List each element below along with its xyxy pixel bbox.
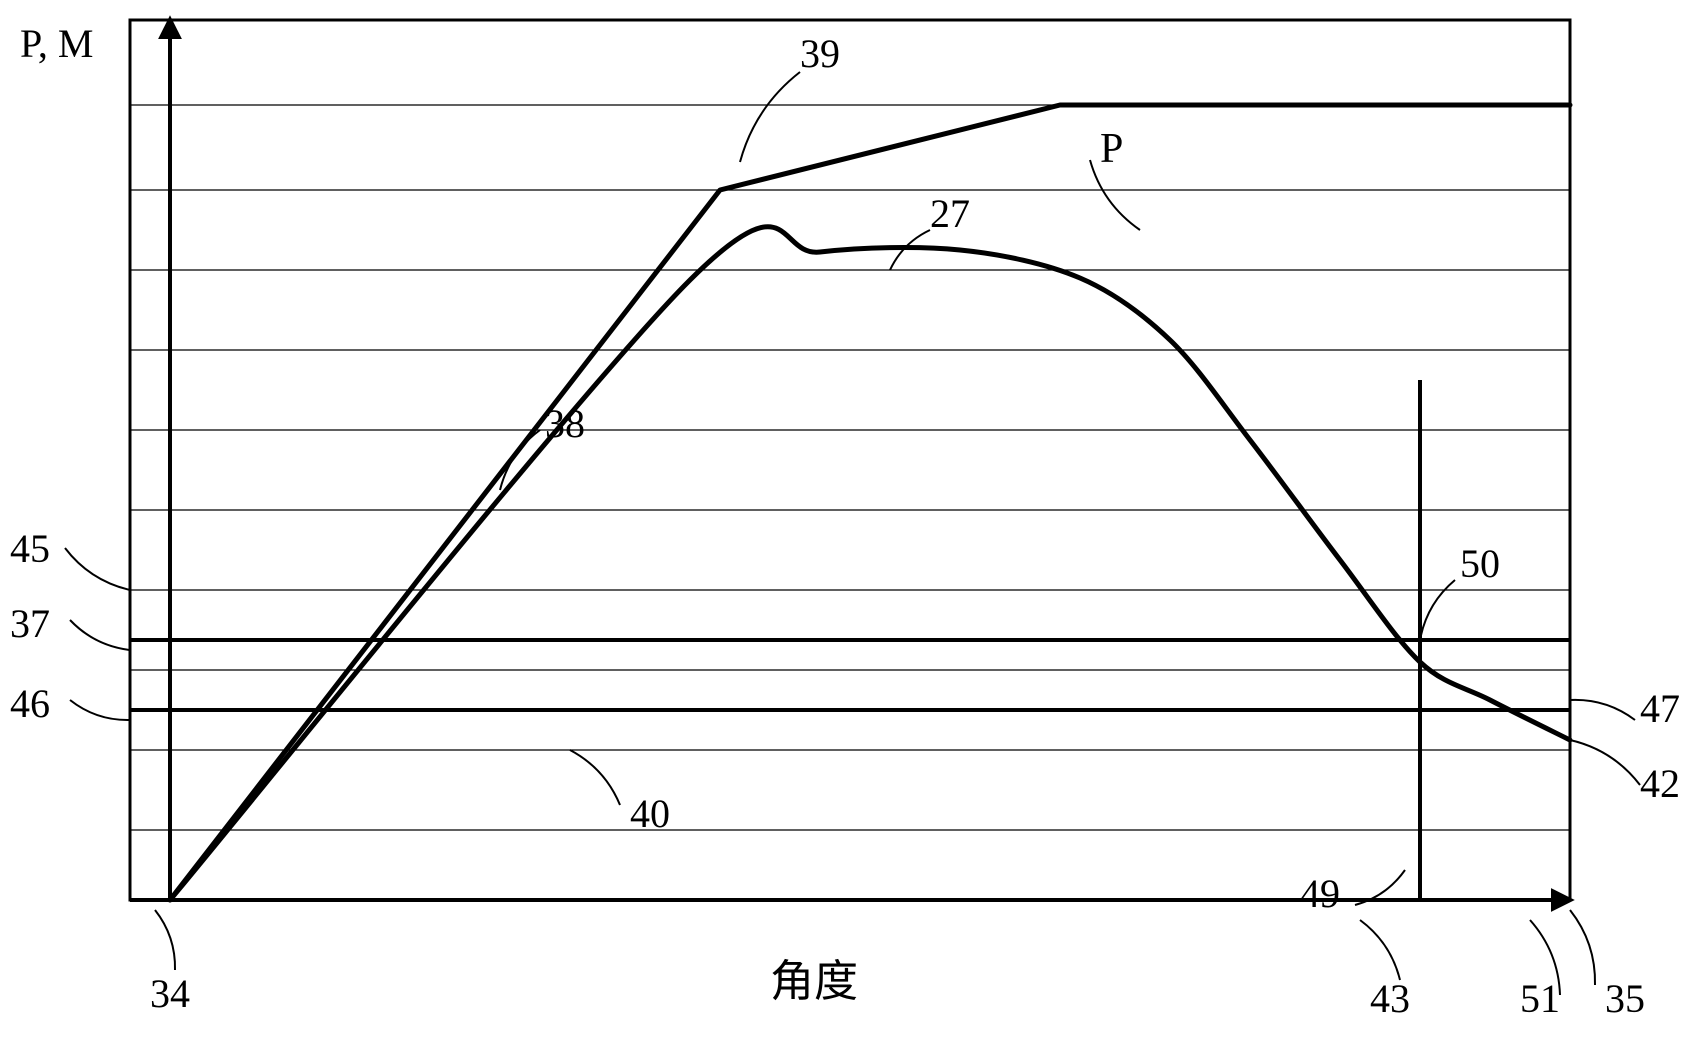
label-49: 49 bbox=[1300, 870, 1340, 917]
label-34: 34 bbox=[150, 970, 190, 1017]
label-47: 47 bbox=[1640, 685, 1680, 732]
label-51: 51 bbox=[1520, 975, 1560, 1022]
label-27: 27 bbox=[930, 190, 970, 237]
label-40: 40 bbox=[630, 790, 670, 837]
label-35: 35 bbox=[1605, 975, 1645, 1022]
label-38: 38 bbox=[545, 400, 585, 447]
label-37: 37 bbox=[10, 600, 50, 647]
label-p: P bbox=[1100, 125, 1123, 173]
label-42: 42 bbox=[1640, 760, 1680, 807]
label-46: 46 bbox=[10, 680, 50, 727]
chart-svg bbox=[0, 0, 1705, 1056]
label-50: 50 bbox=[1460, 540, 1500, 587]
label-p-m: P, M bbox=[20, 20, 93, 67]
label-43: 43 bbox=[1370, 975, 1410, 1022]
label-39: 39 bbox=[800, 30, 840, 77]
label-45: 45 bbox=[10, 525, 50, 572]
label--: 角度 bbox=[770, 945, 858, 1009]
chart-stage: P, M 39 27 P 38 40 49 50 47 42 45 37 46 34 角度 43 51 35 bbox=[0, 0, 1705, 1056]
